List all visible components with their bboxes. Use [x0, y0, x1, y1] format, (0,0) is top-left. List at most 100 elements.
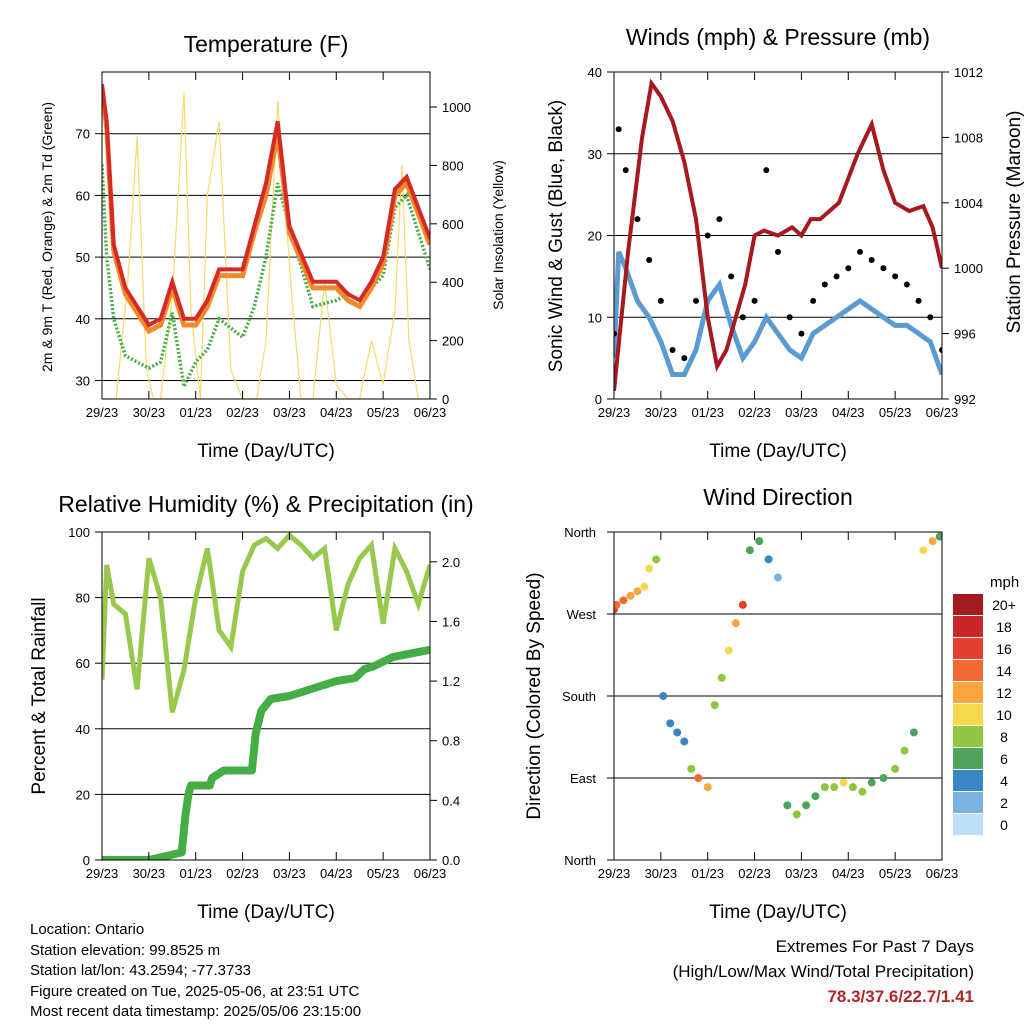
- y-tick-label: North: [564, 853, 596, 868]
- station-info: Location: Ontario Station elevation: 99.…: [30, 920, 361, 1023]
- legend-swatch: [953, 748, 983, 769]
- legend-swatch: [953, 770, 983, 791]
- station-location: Location: Ontario: [30, 921, 145, 938]
- wind-direction-point: [633, 587, 642, 596]
- wind-direction-point: [687, 764, 696, 773]
- station-pressure-line: [614, 78, 942, 392]
- wind-direction-point: [919, 546, 928, 555]
- x-tick-label: 03/23: [273, 405, 306, 420]
- x-tick-label: 06/23: [926, 866, 959, 881]
- legend-label: 20+: [992, 597, 1016, 613]
- x-tick-label: 05/23: [367, 405, 400, 420]
- y-tick-label: 10: [588, 310, 602, 325]
- wind-direction-point: [645, 564, 654, 573]
- legend-label: 8: [1000, 729, 1008, 745]
- y-tick-label: 30: [588, 147, 602, 162]
- wind-direction-point: [867, 778, 876, 787]
- wind-direction-point: [764, 555, 773, 564]
- humidity-plot-frame: [101, 531, 431, 861]
- gust-point: [868, 257, 875, 264]
- y-tick-label: 20: [588, 229, 602, 244]
- x-tick-label: 02/23: [738, 405, 771, 420]
- y-tick-label: 1012: [954, 65, 983, 80]
- x-tick-label: 04/23: [832, 405, 865, 420]
- sonic-wind-line: [614, 250, 942, 377]
- extremes-title: Extremes For Past 7 Days: [775, 937, 974, 956]
- y-tick-label: 2.0: [442, 555, 460, 570]
- legend-label: 12: [996, 685, 1012, 701]
- wind-direction-point: [640, 582, 649, 591]
- temperature-9m-line: [102, 90, 430, 335]
- speed-color-legend: mph 20+ 18 16 14 12 10 8 6 4 2 0: [953, 574, 1019, 835]
- x-tick-label: 02/23: [226, 405, 259, 420]
- gust-point: [646, 257, 653, 264]
- temperature-axis-ticks: 30 40 50 60 70 0 200 400 600 800 1000 29/23 30/23 01/…: [76, 72, 471, 420]
- wind-direction-point: [659, 692, 668, 700]
- gust-point: [798, 330, 805, 337]
- recent-timestamp: Most recent data timestamp: 2025/05/06 2…: [30, 1003, 362, 1020]
- legend-label: 0: [1000, 817, 1008, 833]
- solar-insolation-line: [102, 92, 430, 399]
- y-tick-label: 0: [595, 392, 602, 407]
- gust-point: [614, 330, 617, 337]
- gust-point: [845, 265, 852, 272]
- wind-direction-point: [783, 801, 792, 810]
- gust-point: [763, 167, 770, 174]
- legend-swatch: [953, 660, 983, 681]
- x-tick-label: 29/23: [598, 866, 631, 881]
- x-tick-label: 06/23: [926, 405, 959, 420]
- y-tick-label: 0.8: [442, 734, 460, 749]
- station-latlon: Station lat/lon: 43.2594; -77.3733: [30, 962, 252, 979]
- y-tick-label: 1008: [954, 130, 983, 145]
- wind-direction-point: [802, 801, 811, 810]
- gust-point: [786, 314, 793, 321]
- y-tick-label: 40: [588, 65, 602, 80]
- gust-point: [634, 216, 641, 223]
- x-tick-label: 02/23: [226, 866, 259, 881]
- y-tick-label: 800: [442, 158, 464, 173]
- gust-point: [857, 248, 863, 255]
- y-tick-label: 0: [83, 853, 90, 868]
- legend-label: 10: [996, 707, 1012, 723]
- wind-direction-point: [774, 573, 782, 582]
- wind-direction-left-axis-label: Direction (Colored By Speed): [524, 572, 545, 819]
- wind-direction-panel: Wind Direction NorthEastSouthWestNorth29…: [524, 484, 1019, 923]
- wind-direction-point: [792, 810, 801, 819]
- x-tick-label: 04/23: [832, 866, 865, 881]
- legend-label: 4: [1000, 773, 1008, 789]
- y-tick-label: 992: [954, 392, 976, 407]
- wind-direction-point: [666, 719, 675, 728]
- y-tick-label: 200: [442, 334, 464, 349]
- gust-point: [892, 273, 899, 280]
- y-tick-label: 40: [76, 312, 90, 327]
- figure-created: Figure created on Tue, 2025-05-06, at 23…: [30, 982, 360, 1000]
- legend-swatch: [953, 726, 983, 747]
- wind-direction-point: [694, 774, 703, 782]
- y-tick-label: 60: [76, 188, 90, 203]
- y-tick-label: 100: [68, 525, 90, 540]
- legend-swatch: [953, 792, 983, 813]
- legend-swatch: [953, 704, 983, 725]
- gust-point: [939, 346, 942, 353]
- relative-humidity-line: [102, 532, 430, 714]
- winds-axis-ticks: 0 10 20 30 40 992 996 1000 1004 1008 1012 29/23 30/2…: [588, 65, 983, 420]
- wind-direction-point: [745, 546, 754, 555]
- legend-label: 6: [1000, 751, 1008, 767]
- y-tick-label: 1.2: [442, 674, 460, 689]
- wind-direction-point: [928, 537, 937, 546]
- x-tick-label: 01/23: [179, 866, 212, 881]
- gust-point: [775, 248, 781, 255]
- dewpoint-line: [102, 164, 430, 393]
- gust-point: [615, 126, 622, 133]
- station-elevation: Station elevation: 99.8525 m: [30, 941, 221, 959]
- wind-direction-point: [755, 537, 764, 546]
- legend-swatch: [953, 638, 983, 659]
- extremes-subtitle: (High/Low/Max Wind/Total Precipitation): [672, 962, 974, 981]
- x-tick-label: 30/23: [133, 866, 166, 881]
- legend-swatch: [953, 682, 983, 703]
- y-tick-label: 1000: [442, 100, 471, 115]
- wind-direction-x-axis-label: Time (Day/UTC): [709, 902, 847, 923]
- y-tick-label: 60: [76, 656, 90, 671]
- x-tick-label: 30/23: [645, 866, 678, 881]
